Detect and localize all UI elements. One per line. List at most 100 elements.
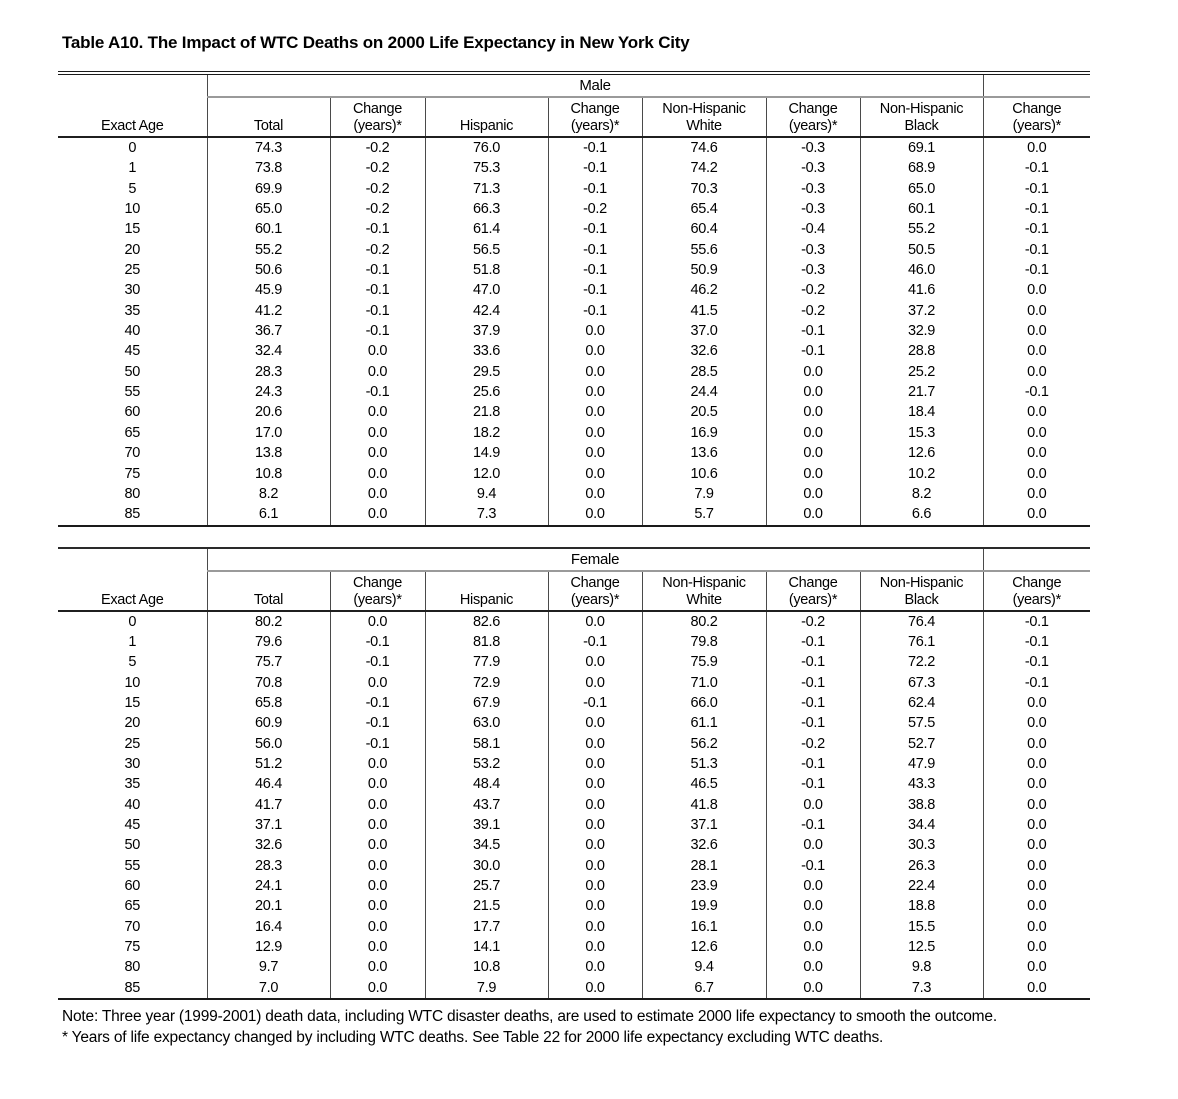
cell-value: 0.0 [982, 733, 1090, 754]
male-column-headers: Exact Age Total Change (years)* Hispanic … [58, 97, 1091, 138]
cell-value: 66.0 [641, 692, 766, 714]
cell-value: 7.3 [859, 977, 983, 1000]
cell-value: 0.0 [982, 280, 1091, 301]
cell-value: 19.9 [641, 896, 766, 917]
cell-value: 67.3 [859, 672, 983, 693]
cell-value: 0.0 [982, 753, 1090, 775]
cell-exact-age: 20 [124, 241, 141, 258]
cell-value: -0.1 [329, 300, 425, 322]
col-header-exact-age: Exact Age [58, 570, 207, 612]
cell-value: 79.6 [206, 631, 330, 653]
cell-value: 7.9 [424, 977, 548, 1000]
cell-value: 16.9 [641, 422, 766, 444]
col-header-change-hispanic: Change (years)* [547, 97, 642, 138]
cell-value: 10.2 [859, 463, 984, 484]
cell-value: 36.7 [206, 321, 330, 342]
table-row: 50 28.3 0.0 29.5 0.0 28.5 0.0 25.2 0.0 [58, 361, 1091, 383]
cell-exact-age: 60 [124, 404, 141, 421]
cell-value: 48.4 [424, 774, 548, 795]
cell-value: 0.0 [329, 835, 425, 856]
cell-exact-age: 15 [124, 694, 141, 711]
cell-value: 0.0 [547, 382, 642, 403]
female-table-body: 0 80.2 0.0 82.6 0.0 80.2 -0.2 76.4 -0.1 1 79.6 -0.1… [58, 610, 1090, 1000]
cell-value: 56.0 [206, 733, 330, 754]
cell-value: -0.1 [982, 610, 1090, 632]
cell-exact-age: 75 [124, 465, 141, 482]
table-row: 1 79.6 -0.1 81.8 -0.1 79.8 -0.1 76.1 -0.1 [58, 631, 1090, 653]
cell-value: -0.1 [329, 382, 425, 403]
cell-value: 6.1 [206, 504, 330, 526]
col-header-change-nh-white: Change (years)* [765, 97, 860, 138]
cell-value: 0.0 [982, 876, 1090, 897]
cell-value: 55.2 [859, 219, 984, 240]
cell-value: 58.1 [424, 733, 548, 754]
table-row: 1 73.8 -0.2 75.3 -0.1 74.2 -0.3 68.9 -0.1 [58, 158, 1091, 179]
cell-value: 0.0 [547, 855, 642, 876]
cell-value: 63.0 [424, 713, 548, 734]
table-row: 25 50.6 -0.1 51.8 -0.1 50.9 -0.3 46.0 -0.1 [58, 260, 1091, 281]
col-header-change-nh-black: Change (years)* [982, 570, 1090, 612]
cell-value: 28.1 [641, 855, 766, 876]
table-row: 40 36.7 -0.1 37.9 0.0 37.0 -0.1 32.9 0.0 [58, 321, 1091, 342]
cell-value: 65.0 [859, 178, 984, 200]
col-header-nh-white: Non-Hispanic White [641, 97, 766, 138]
cell-value: 0.0 [547, 713, 642, 734]
cell-value: 41.7 [206, 794, 330, 815]
cell-value: 0.0 [547, 672, 642, 693]
cell-value: 20.1 [206, 896, 330, 917]
table-row: 30 51.2 0.0 53.2 0.0 51.3 -0.1 47.9 0.0 [58, 753, 1090, 775]
cell-value: 0.0 [329, 402, 425, 423]
cell-value: 0.0 [982, 774, 1090, 795]
cell-value: 25.6 [424, 382, 548, 403]
cell-value: -0.1 [982, 158, 1091, 179]
cell-exact-age: 45 [124, 816, 141, 833]
cell-value: 21.5 [424, 896, 548, 917]
cell-value: 0.0 [329, 672, 425, 693]
cell-value: 47.9 [859, 753, 983, 775]
cell-exact-age: 70 [124, 918, 141, 935]
table-row: 15 60.1 -0.1 61.4 -0.1 60.4 -0.4 55.2 -0.1 [58, 219, 1091, 240]
cell-value: 73.8 [206, 158, 330, 179]
cell-value: -0.1 [765, 774, 860, 795]
col-header-total: Total [206, 97, 330, 138]
cell-exact-age: 30 [124, 282, 141, 299]
cell-value: 43.7 [424, 794, 548, 815]
cell-value: 13.8 [206, 443, 330, 464]
female-table-header: Female Exact Age Total Change (years)* Hi… [58, 547, 1090, 612]
cell-value: 37.2 [859, 300, 984, 322]
col-header-nh-black: Non-Hispanic Black [859, 97, 984, 138]
cell-value: 0.0 [765, 463, 860, 484]
cell-value: 75.9 [641, 652, 766, 673]
cell-value: -0.1 [982, 219, 1091, 240]
cell-value: 0.0 [329, 774, 425, 795]
cell-value: 0.0 [329, 361, 425, 383]
cell-value: 37.9 [424, 321, 548, 342]
cell-value: 80.2 [206, 610, 330, 632]
cell-value: 72.9 [424, 672, 548, 693]
cell-value: -0.2 [329, 239, 425, 261]
cell-value: 0.0 [547, 814, 642, 836]
cell-value: -0.1 [329, 631, 425, 653]
cell-value: 0.0 [329, 937, 425, 958]
cell-exact-age: 10 [124, 674, 141, 691]
male-group-label: Male [206, 73, 984, 98]
cell-value: 28.5 [641, 361, 766, 383]
cell-value: 39.1 [424, 814, 548, 836]
cell-value: 15.3 [859, 422, 984, 444]
cell-value: 0.0 [765, 937, 860, 958]
table-row: 70 13.8 0.0 14.9 0.0 13.6 0.0 12.6 0.0 [58, 443, 1091, 464]
cell-value: -0.1 [982, 199, 1091, 220]
cell-value: -0.1 [765, 321, 860, 342]
cell-value: 50.6 [206, 260, 330, 281]
col-header-nh-white: Non-Hispanic White [641, 570, 766, 612]
cell-value: 15.5 [859, 916, 983, 938]
col-header-change-nh-white: Change (years)* [765, 570, 860, 612]
cell-value: 70.8 [206, 672, 330, 693]
cell-value: 37.1 [206, 814, 330, 836]
cell-value: 10.6 [641, 463, 766, 484]
table-row: 80 8.2 0.0 9.4 0.0 7.9 0.0 8.2 0.0 [58, 483, 1091, 505]
cell-value: 17.7 [424, 916, 548, 938]
cell-value: 0.0 [982, 937, 1090, 958]
table-title: Table A10. The Impact of WTC Deaths on 2… [62, 33, 690, 52]
cell-value: 0.0 [547, 422, 642, 444]
